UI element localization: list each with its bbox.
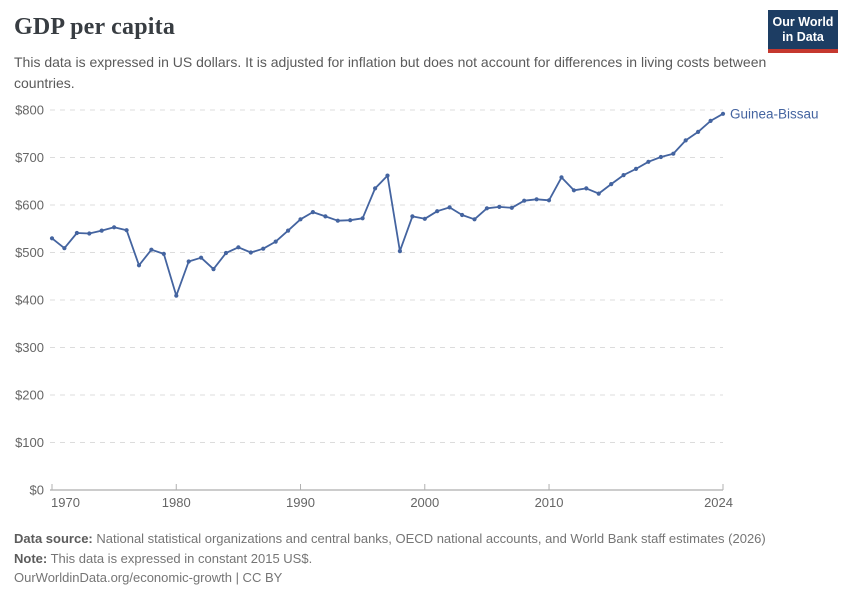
data-point bbox=[435, 209, 440, 214]
data-point bbox=[422, 216, 427, 221]
y-tick-label: $400 bbox=[15, 293, 44, 308]
data-point bbox=[174, 293, 179, 298]
data-point bbox=[596, 191, 601, 196]
data-point bbox=[62, 246, 67, 251]
data-point bbox=[410, 214, 415, 219]
y-tick-label: $100 bbox=[15, 435, 44, 450]
x-tick-label: 2024 bbox=[704, 495, 733, 510]
data-point bbox=[49, 236, 55, 241]
y-tick-label: $700 bbox=[15, 150, 44, 165]
chart-subtitle: This data is expressed in US dollars. It… bbox=[14, 54, 767, 91]
data-point bbox=[385, 173, 390, 178]
data-point bbox=[633, 166, 639, 171]
y-tick-label: $0 bbox=[30, 483, 44, 498]
data-point bbox=[335, 218, 340, 223]
data-point bbox=[683, 138, 688, 143]
line-chart: $0 $100 $200 $300 $400 $500 $600 $700 $800 1970 19… bbox=[15, 103, 819, 511]
data-point bbox=[236, 245, 241, 250]
data-point bbox=[559, 175, 564, 180]
x-tick-label: 1980 bbox=[162, 495, 191, 510]
citation-line: OurWorldinData.org/economic-growth | CC … bbox=[14, 570, 283, 585]
data-point bbox=[348, 218, 353, 223]
data-point bbox=[211, 267, 216, 272]
data-point bbox=[621, 173, 626, 178]
y-tick-label: $600 bbox=[15, 198, 44, 213]
data-point bbox=[571, 188, 577, 193]
data-point bbox=[509, 205, 514, 210]
data-point bbox=[460, 212, 465, 218]
data-point bbox=[447, 205, 452, 210]
data-point bbox=[186, 259, 191, 264]
data-point bbox=[484, 206, 489, 211]
data-point bbox=[273, 239, 278, 244]
data-point bbox=[522, 198, 527, 203]
data-point bbox=[584, 186, 589, 191]
x-tick-label: 2000 bbox=[410, 495, 439, 510]
data-point bbox=[546, 198, 552, 203]
data-point bbox=[397, 249, 402, 254]
data-point bbox=[310, 210, 315, 215]
data-point bbox=[149, 247, 154, 252]
owid-logo: Our World in Data bbox=[768, 10, 838, 53]
data-point bbox=[286, 228, 291, 233]
data-point bbox=[74, 230, 79, 236]
data-point bbox=[658, 154, 664, 160]
data-point bbox=[534, 197, 539, 202]
data-point bbox=[323, 214, 328, 219]
data-point bbox=[646, 159, 651, 164]
data-point bbox=[223, 250, 229, 256]
y-tick-label: $200 bbox=[15, 388, 44, 403]
x-tick-label: 1990 bbox=[286, 495, 315, 510]
data-point bbox=[87, 231, 92, 236]
data-point bbox=[99, 228, 104, 233]
data-point bbox=[373, 186, 378, 191]
data-point bbox=[360, 216, 365, 221]
data-point bbox=[497, 204, 502, 209]
data-source-line: Data source: National statistical organi… bbox=[14, 529, 766, 549]
entity-label: Guinea-Bissau bbox=[730, 106, 819, 121]
data-source-text: National statistical organizations and c… bbox=[92, 531, 766, 546]
data-source-label: Data source: bbox=[14, 531, 93, 546]
data-point bbox=[720, 111, 726, 116]
data-point bbox=[472, 217, 477, 222]
x-tick-label: 2010 bbox=[535, 495, 564, 510]
data-point bbox=[112, 225, 117, 230]
data-point bbox=[708, 118, 713, 123]
owid-logo-line2: in Data bbox=[782, 30, 824, 44]
note-line: Note: This data is expressed in constant… bbox=[14, 549, 766, 569]
owid-logo-line1: Our World bbox=[772, 15, 834, 29]
chart-footer: Data source: National statistical organi… bbox=[14, 529, 766, 588]
data-point bbox=[124, 228, 129, 233]
y-tick-label: $500 bbox=[15, 245, 44, 260]
data-point bbox=[161, 251, 166, 256]
data-point bbox=[298, 217, 303, 222]
data-point bbox=[199, 255, 204, 260]
data-point bbox=[136, 263, 142, 268]
data-point bbox=[609, 182, 614, 187]
data-point bbox=[261, 246, 266, 251]
note-label: Note: bbox=[14, 550, 48, 566]
y-tick-label: $300 bbox=[15, 340, 44, 355]
x-tick-label: 1970 bbox=[51, 495, 80, 510]
data-point bbox=[696, 129, 701, 134]
data-point bbox=[671, 151, 676, 156]
data-point bbox=[248, 250, 253, 255]
note-text: This data is expressed in constant 2015 … bbox=[47, 550, 313, 566]
page-title: GDP per capita bbox=[14, 14, 176, 40]
y-tick-label: $800 bbox=[15, 103, 44, 118]
